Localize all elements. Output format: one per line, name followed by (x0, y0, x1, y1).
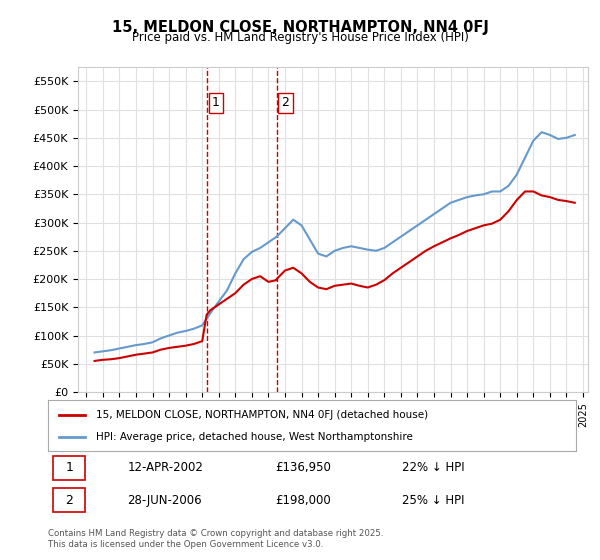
Text: 28-JUN-2006: 28-JUN-2006 (127, 494, 202, 507)
Text: 15, MELDON CLOSE, NORTHAMPTON, NN4 0FJ (detached house): 15, MELDON CLOSE, NORTHAMPTON, NN4 0FJ (… (95, 409, 428, 419)
Text: Contains HM Land Registry data © Crown copyright and database right 2025.
This d: Contains HM Land Registry data © Crown c… (48, 529, 383, 549)
FancyBboxPatch shape (53, 488, 85, 512)
Text: £136,950: £136,950 (275, 461, 331, 474)
Text: 25% ↓ HPI: 25% ↓ HPI (402, 494, 464, 507)
Text: 1: 1 (212, 96, 220, 109)
Text: 2: 2 (65, 494, 73, 507)
Text: Price paid vs. HM Land Registry's House Price Index (HPI): Price paid vs. HM Land Registry's House … (131, 31, 469, 44)
Text: 22% ↓ HPI: 22% ↓ HPI (402, 461, 464, 474)
Text: 15, MELDON CLOSE, NORTHAMPTON, NN4 0FJ: 15, MELDON CLOSE, NORTHAMPTON, NN4 0FJ (112, 20, 488, 35)
Text: £198,000: £198,000 (275, 494, 331, 507)
Text: 1: 1 (65, 461, 73, 474)
Text: HPI: Average price, detached house, West Northamptonshire: HPI: Average price, detached house, West… (95, 432, 412, 442)
Text: 12-APR-2002: 12-APR-2002 (127, 461, 203, 474)
FancyBboxPatch shape (53, 456, 85, 480)
Text: 2: 2 (281, 96, 289, 109)
